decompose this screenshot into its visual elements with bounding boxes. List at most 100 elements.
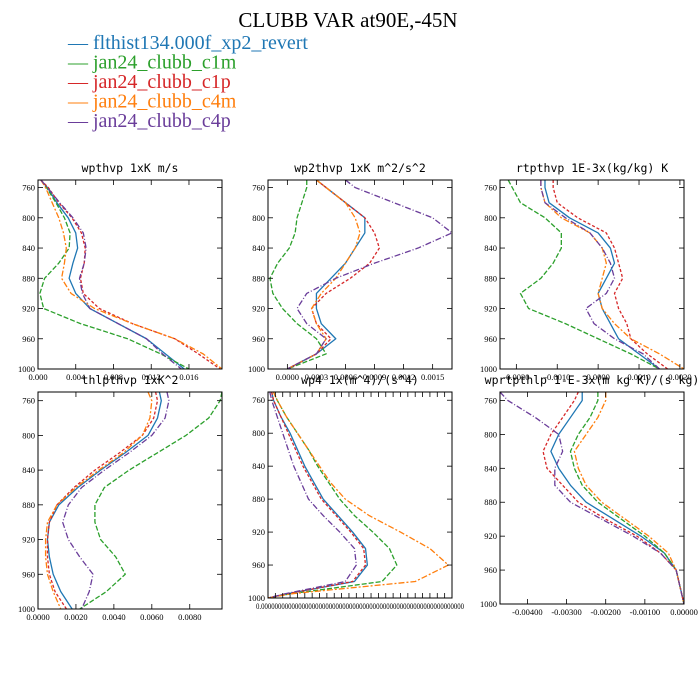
series-line	[542, 392, 684, 604]
y-tick-label: 1000	[480, 364, 497, 374]
series-line	[44, 392, 153, 609]
y-tick-label: 920	[22, 535, 35, 545]
plot-frame	[499, 391, 685, 605]
y-tick-label: 800	[484, 213, 497, 223]
series-line	[46, 392, 162, 609]
figure-title: CLUBB VAR at90E,-45N	[238, 8, 457, 32]
y-tick-label: 760	[22, 396, 35, 406]
x-tick-label: -0.0020	[503, 372, 529, 382]
y-tick-label: 960	[484, 565, 497, 575]
y-tick-label: 800	[22, 430, 35, 440]
y-tick-label: 880	[22, 273, 35, 283]
y-tick-label: 960	[22, 569, 35, 579]
y-tick-label: 920	[484, 304, 497, 314]
series-line	[569, 392, 684, 604]
x-tick-label: 0.0015	[421, 372, 444, 382]
x-tick-label: 0.0009	[363, 372, 386, 382]
x-tick-label: 0.008	[104, 372, 123, 382]
x-tick-label: 0.0020	[668, 372, 691, 382]
y-tick-label: 880	[484, 497, 497, 507]
series-group	[507, 180, 684, 369]
panel-title: wp4 1x(m^4)/(s^4)	[301, 373, 419, 387]
series-line	[269, 180, 327, 369]
y-tick-label: 840	[484, 463, 497, 473]
legend-entry: — jan24_clubb_c1p	[67, 71, 231, 93]
x-tick-label: -0.00400	[512, 607, 542, 617]
plot-frame	[267, 391, 453, 599]
x-tick-label: 0.000	[28, 372, 47, 382]
y-tick-label: 880	[252, 494, 265, 504]
series-line	[268, 392, 357, 598]
y-tick-label: 920	[252, 527, 265, 537]
series-group	[500, 392, 684, 604]
x-tick-label: 0.0000	[586, 372, 609, 382]
panel-2: wp2thvp 1xK m^2/s^2 760 800 840 880 920 960 100…	[248, 161, 453, 382]
y-tick-label: 760	[252, 183, 265, 193]
panel-title: wprtpthlp 1-E-3x(m kg K)/(s kg)	[485, 373, 700, 387]
series-group	[39, 180, 222, 369]
y-tick-label: 880	[252, 273, 265, 283]
y-tick-label: 960	[484, 334, 497, 344]
y-tick-label: 760	[252, 395, 265, 405]
series-line	[500, 392, 684, 604]
panel-4: thlpthvp 1xK^276080084088092096010000.00…	[18, 373, 223, 622]
series-group	[268, 392, 449, 598]
y-tick-label: 760	[484, 183, 497, 193]
series-line	[507, 180, 660, 369]
x-tick-label: 0.012	[142, 372, 161, 382]
y-tick-label: 880	[484, 273, 497, 283]
y-tick-label: 1000	[18, 364, 35, 374]
plot-frame	[37, 391, 223, 610]
series-line	[552, 180, 669, 369]
y-tick-label: 920	[22, 304, 35, 314]
y-tick-label: 1000	[248, 364, 265, 374]
y-tick-label: 840	[252, 243, 265, 253]
plot-frame	[37, 179, 223, 370]
plot-frame	[267, 179, 453, 370]
x-tick-label: 0.0006	[334, 372, 357, 382]
series-group	[44, 392, 222, 609]
series-line	[46, 392, 159, 609]
x-tick-label: 0.0010	[627, 372, 650, 382]
series-group	[269, 180, 452, 369]
x-tick-label: 0.00000000000000000000000000000000000000…	[256, 601, 464, 611]
x-tick-label: 0.004	[66, 372, 86, 382]
x-tick-label: -0.0010	[544, 372, 570, 382]
legend-entry: — jan24_clubb_c1m	[67, 52, 237, 74]
y-tick-label: 1000	[480, 599, 497, 609]
y-tick-label: 840	[484, 243, 497, 253]
panel-3: rtpthvp 1E-3x(kg/kg) K 760 800 840 880 920 960…	[480, 161, 692, 382]
x-tick-label: 0.0000	[26, 612, 49, 622]
y-tick-label: 840	[252, 461, 265, 471]
x-tick-label: -0.00300	[551, 607, 581, 617]
series-line	[550, 392, 684, 604]
series-line	[40, 180, 221, 369]
x-tick-label: 0.0003	[305, 372, 328, 382]
series-line	[287, 180, 361, 369]
x-tick-label: 0.0060	[140, 612, 163, 622]
plot-frame	[499, 179, 685, 370]
y-tick-label: 760	[484, 395, 497, 405]
y-tick-label: 880	[22, 500, 35, 510]
y-tick-label: 960	[252, 560, 265, 570]
series-line	[573, 392, 684, 604]
series-line	[287, 180, 381, 369]
x-tick-label: 0.0012	[392, 372, 415, 382]
series-line	[268, 392, 369, 598]
series-line	[544, 180, 660, 369]
x-tick-label: -0.00200	[590, 607, 620, 617]
y-tick-label: 800	[22, 213, 35, 223]
series-line	[540, 180, 684, 369]
x-tick-label: 0.0040	[102, 612, 125, 622]
legend: — flthist134.000f_xp2_revert— jan24_club…	[67, 32, 308, 132]
series-line	[540, 180, 660, 369]
y-tick-label: 800	[484, 429, 497, 439]
series-line	[40, 180, 185, 369]
y-tick-label: 760	[22, 183, 35, 193]
y-tick-label: 1000	[18, 604, 35, 614]
series-line	[287, 180, 452, 369]
panel-5: wp4 1x(m^4)/(s^4)76080084088092096010000…	[248, 373, 464, 611]
y-tick-label: 960	[252, 334, 265, 344]
panel-1: wpthvp 1xK m/s76080084088092096010000.00…	[18, 161, 223, 382]
series-line	[268, 392, 367, 598]
